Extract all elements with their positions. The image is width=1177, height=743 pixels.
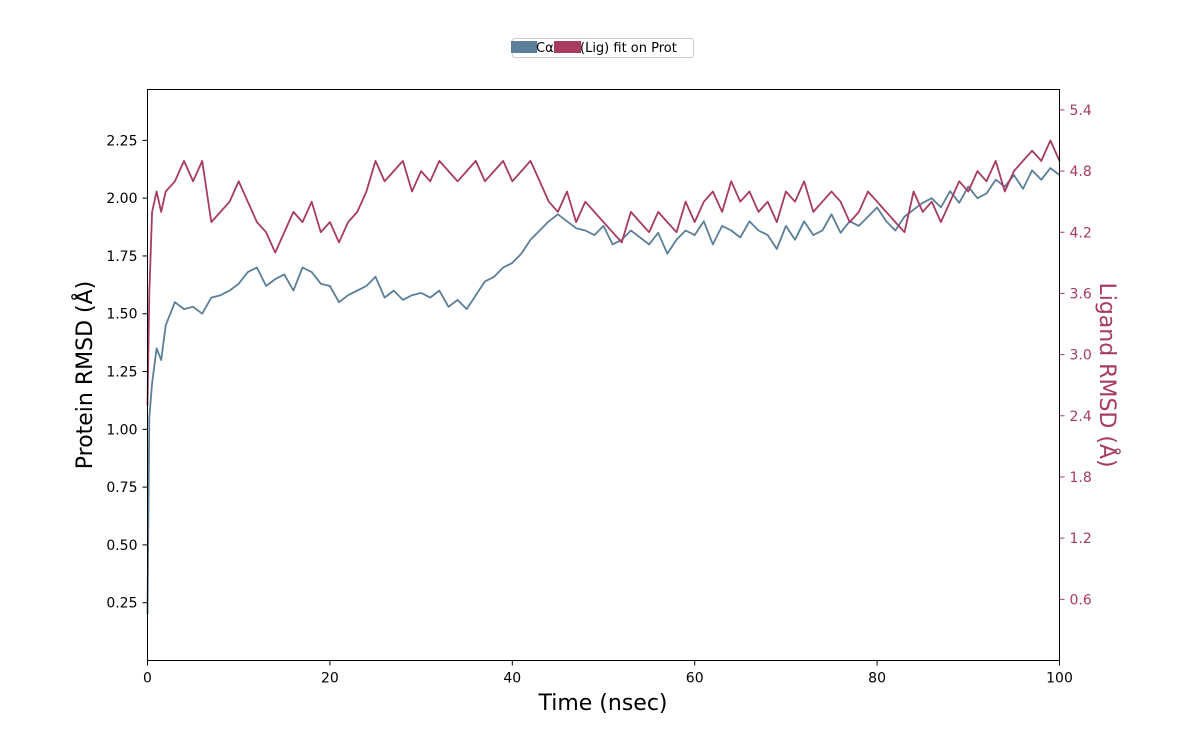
right-y-axis-label: Ligand RMSD (Å) bbox=[1094, 282, 1121, 467]
legend-label-ligand: (Lig) fit on Prot bbox=[580, 41, 677, 56]
right-y-tick-label: 1.8 bbox=[1070, 470, 1092, 486]
right-y-tick-label: 0.6 bbox=[1070, 592, 1092, 608]
legend-label-ca: Cα bbox=[536, 41, 554, 56]
right-y-tick-label: 4.2 bbox=[1070, 225, 1092, 241]
left-y-tick-label: 1.75 bbox=[106, 249, 137, 265]
plot-frame bbox=[147, 89, 1060, 661]
x-tick-label: 100 bbox=[1046, 671, 1073, 687]
left-y-tick-label: 0.25 bbox=[106, 596, 137, 612]
right-y-tick-label: 4.8 bbox=[1070, 164, 1092, 180]
left-y-tick-label: 1.50 bbox=[106, 307, 137, 323]
left-y-tick-label: 0.50 bbox=[106, 538, 137, 554]
left-y-axis-label: Protein RMSD (Å) bbox=[71, 281, 98, 470]
left-y-tick-label: 2.00 bbox=[106, 191, 137, 207]
right-y-tick-label: 1.2 bbox=[1070, 531, 1092, 547]
right-y-axis: 0.6 1.2 1.8 2.4 3.0 3.6 4.2 4.8 5.4 bbox=[1059, 103, 1092, 608]
x-axis-label: Time (nsec) bbox=[537, 691, 667, 716]
x-tick-label: 0 bbox=[143, 671, 152, 687]
legend-swatch-ligand bbox=[554, 41, 581, 53]
x-tick-label: 40 bbox=[503, 671, 521, 687]
legend-swatch-ca bbox=[511, 41, 537, 53]
left-y-tick-label: 0.75 bbox=[106, 480, 137, 496]
left-y-tick-label: 1.00 bbox=[106, 422, 137, 438]
x-tick-label: 20 bbox=[321, 671, 339, 687]
x-axis: 0 20 40 60 80 100 bbox=[143, 660, 1073, 687]
series-line-ca bbox=[146, 167, 1061, 615]
left-y-tick-label: 2.25 bbox=[106, 133, 137, 149]
legend: Cα (Lig) fit on Prot bbox=[511, 38, 694, 58]
right-y-tick-label: 5.4 bbox=[1070, 103, 1092, 119]
right-y-tick-label: 3.6 bbox=[1070, 286, 1092, 302]
left-y-axis: 0.25 0.50 0.75 1.00 1.25 1.50 1.75 2.00 2.25 bbox=[106, 133, 148, 612]
series-line-ligand bbox=[146, 139, 1061, 406]
series-layer bbox=[146, 139, 1061, 615]
right-y-tick-label: 3.0 bbox=[1070, 348, 1092, 364]
x-tick-label: 60 bbox=[686, 671, 704, 687]
left-y-tick-label: 1.25 bbox=[106, 365, 137, 381]
x-tick-label: 80 bbox=[868, 671, 886, 687]
right-y-tick-label: 2.4 bbox=[1070, 409, 1092, 425]
